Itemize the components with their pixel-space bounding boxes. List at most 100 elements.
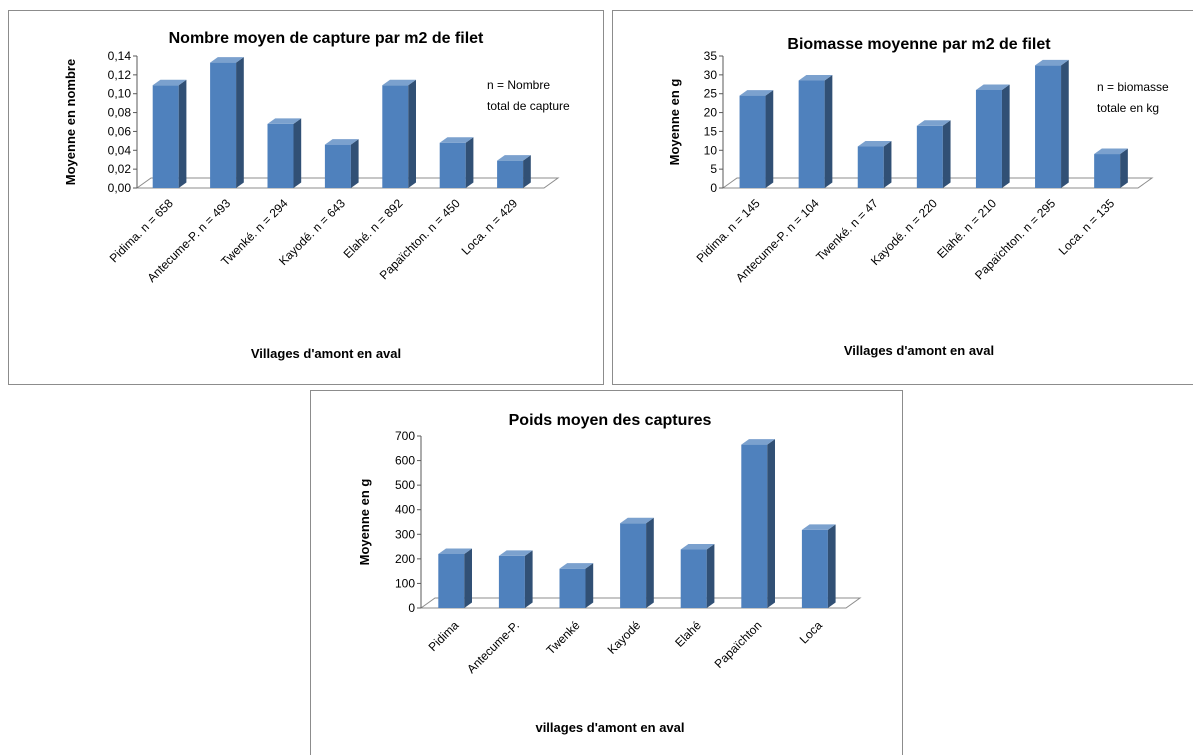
y-tick-label: 400: [395, 503, 415, 517]
bar: [801, 524, 836, 608]
y-tick-label: 0,14: [108, 49, 132, 63]
bar-side: [1001, 84, 1010, 188]
x-category-label: Twenké. n = 47: [813, 196, 881, 264]
y-tick-label: 30: [704, 68, 718, 82]
bar-side: [524, 550, 533, 608]
x-category-label: Loca. n = 135: [1056, 196, 1118, 258]
x-category-label: Loca: [797, 618, 826, 647]
bar-top: [975, 84, 1010, 90]
y-tick-label: 300: [395, 527, 415, 541]
x-category-label: Antecume-P.: [464, 618, 522, 676]
y-tick-label: 5: [710, 162, 717, 176]
bar-front: [382, 85, 409, 188]
x-category-label: Twenké: [543, 618, 582, 657]
bar-top: [620, 517, 654, 524]
bar: [382, 79, 416, 188]
bar-side: [1120, 148, 1128, 188]
y-tick-label: 35: [704, 49, 718, 63]
bar-side: [646, 517, 654, 608]
bar-top: [210, 57, 244, 63]
x-axis-label: Villages d'amont en aval: [844, 343, 994, 358]
bar: [324, 139, 359, 188]
x-category-label: Elahé. n = 892: [341, 196, 406, 261]
bar-top: [559, 563, 594, 569]
y-tick-label: 0,10: [108, 87, 132, 101]
bar-side: [585, 563, 594, 608]
bar-side: [765, 90, 774, 188]
bar-side: [178, 79, 187, 188]
y-axis-label: Moyenne en g: [357, 479, 372, 566]
bar: [438, 548, 472, 608]
bar-front: [497, 160, 524, 188]
bar: [497, 155, 531, 188]
x-category-label: Loca. n = 429: [459, 196, 521, 258]
annotation-text: totale en kg: [1097, 101, 1159, 115]
bar-top: [741, 439, 775, 445]
y-tick-label: 700: [395, 429, 415, 443]
bar: [798, 75, 833, 188]
bar: [498, 550, 533, 608]
y-tick-label: 500: [395, 478, 415, 492]
bar-front: [680, 549, 707, 608]
bar-front: [916, 125, 943, 188]
bar-top: [267, 118, 302, 124]
bar: [559, 563, 594, 608]
bar-top: [1035, 59, 1069, 66]
y-tick-label: 25: [704, 87, 718, 101]
bar-front: [267, 123, 294, 188]
bar-top: [739, 90, 774, 96]
chart-title: Poids moyen des captures: [509, 412, 712, 429]
bar: [916, 120, 951, 188]
x-category-label: Papaïchton: [712, 618, 765, 671]
bar-side: [464, 548, 472, 608]
annotation-text: n = biomasse: [1097, 80, 1169, 94]
bar-front: [741, 444, 768, 608]
chart-panel-capture-count: 0,00 0,02 0,04 0,06 0,08 0,10 0,12 0,14 Pidima. …: [8, 10, 604, 385]
x-category-label: Pidima: [426, 618, 462, 654]
x-category-label: Elahé. n = 210: [934, 196, 999, 261]
bar-side: [1061, 59, 1069, 188]
y-tick-label: 0: [408, 601, 415, 615]
bar-top: [680, 544, 715, 550]
bar-top: [438, 548, 472, 554]
bar-top: [1094, 148, 1128, 155]
bar-side: [465, 137, 474, 188]
bar: [620, 517, 654, 608]
y-tick-label: 0,12: [108, 68, 132, 82]
bar-side: [293, 118, 302, 188]
bar-top: [857, 141, 892, 147]
y-tick-label: 0,02: [108, 162, 132, 176]
bar: [739, 90, 774, 188]
y-tick-label: 0: [710, 181, 717, 195]
bar-side: [350, 139, 359, 188]
bar-front: [620, 523, 647, 608]
bar-top: [324, 139, 359, 145]
x-category-label: Elahé: [672, 618, 704, 650]
bar-side: [706, 544, 715, 608]
annotation-text: total de capture: [487, 99, 570, 113]
y-tick-label: 100: [395, 576, 415, 590]
bar: [152, 79, 187, 188]
bar-top: [798, 75, 833, 81]
chart-mean-weight: 0 100 200 300 400 500 600 700 Pidima Antecume-P. T…: [357, 412, 862, 735]
bar-top: [382, 79, 416, 86]
bar-side: [523, 155, 531, 188]
bar: [210, 57, 244, 188]
bar-front: [857, 146, 884, 188]
bar-top: [801, 524, 836, 530]
bar-top: [152, 79, 187, 86]
y-axis-label: Moyenne en nombre: [63, 59, 78, 185]
y-tick-label: 15: [704, 124, 718, 138]
bar-front: [152, 85, 179, 188]
chart-panel-mean-weight: 0 100 200 300 400 500 600 700 Pidima Antecume-P. T…: [310, 390, 903, 755]
bar-front: [1035, 65, 1062, 188]
chart-panel-biomass: 0 5 10 15 20 25 30 35 Pidima. n = 145 Antecume-P.…: [612, 10, 1193, 385]
bar: [741, 439, 775, 608]
y-tick-label: 600: [395, 454, 415, 468]
y-tick-label: 0,08: [108, 106, 132, 120]
bar-front: [739, 95, 766, 188]
bar: [1035, 59, 1069, 188]
y-tick-label: 20: [704, 106, 718, 120]
y-tick-label: 0,04: [108, 143, 132, 157]
bar: [680, 544, 715, 608]
